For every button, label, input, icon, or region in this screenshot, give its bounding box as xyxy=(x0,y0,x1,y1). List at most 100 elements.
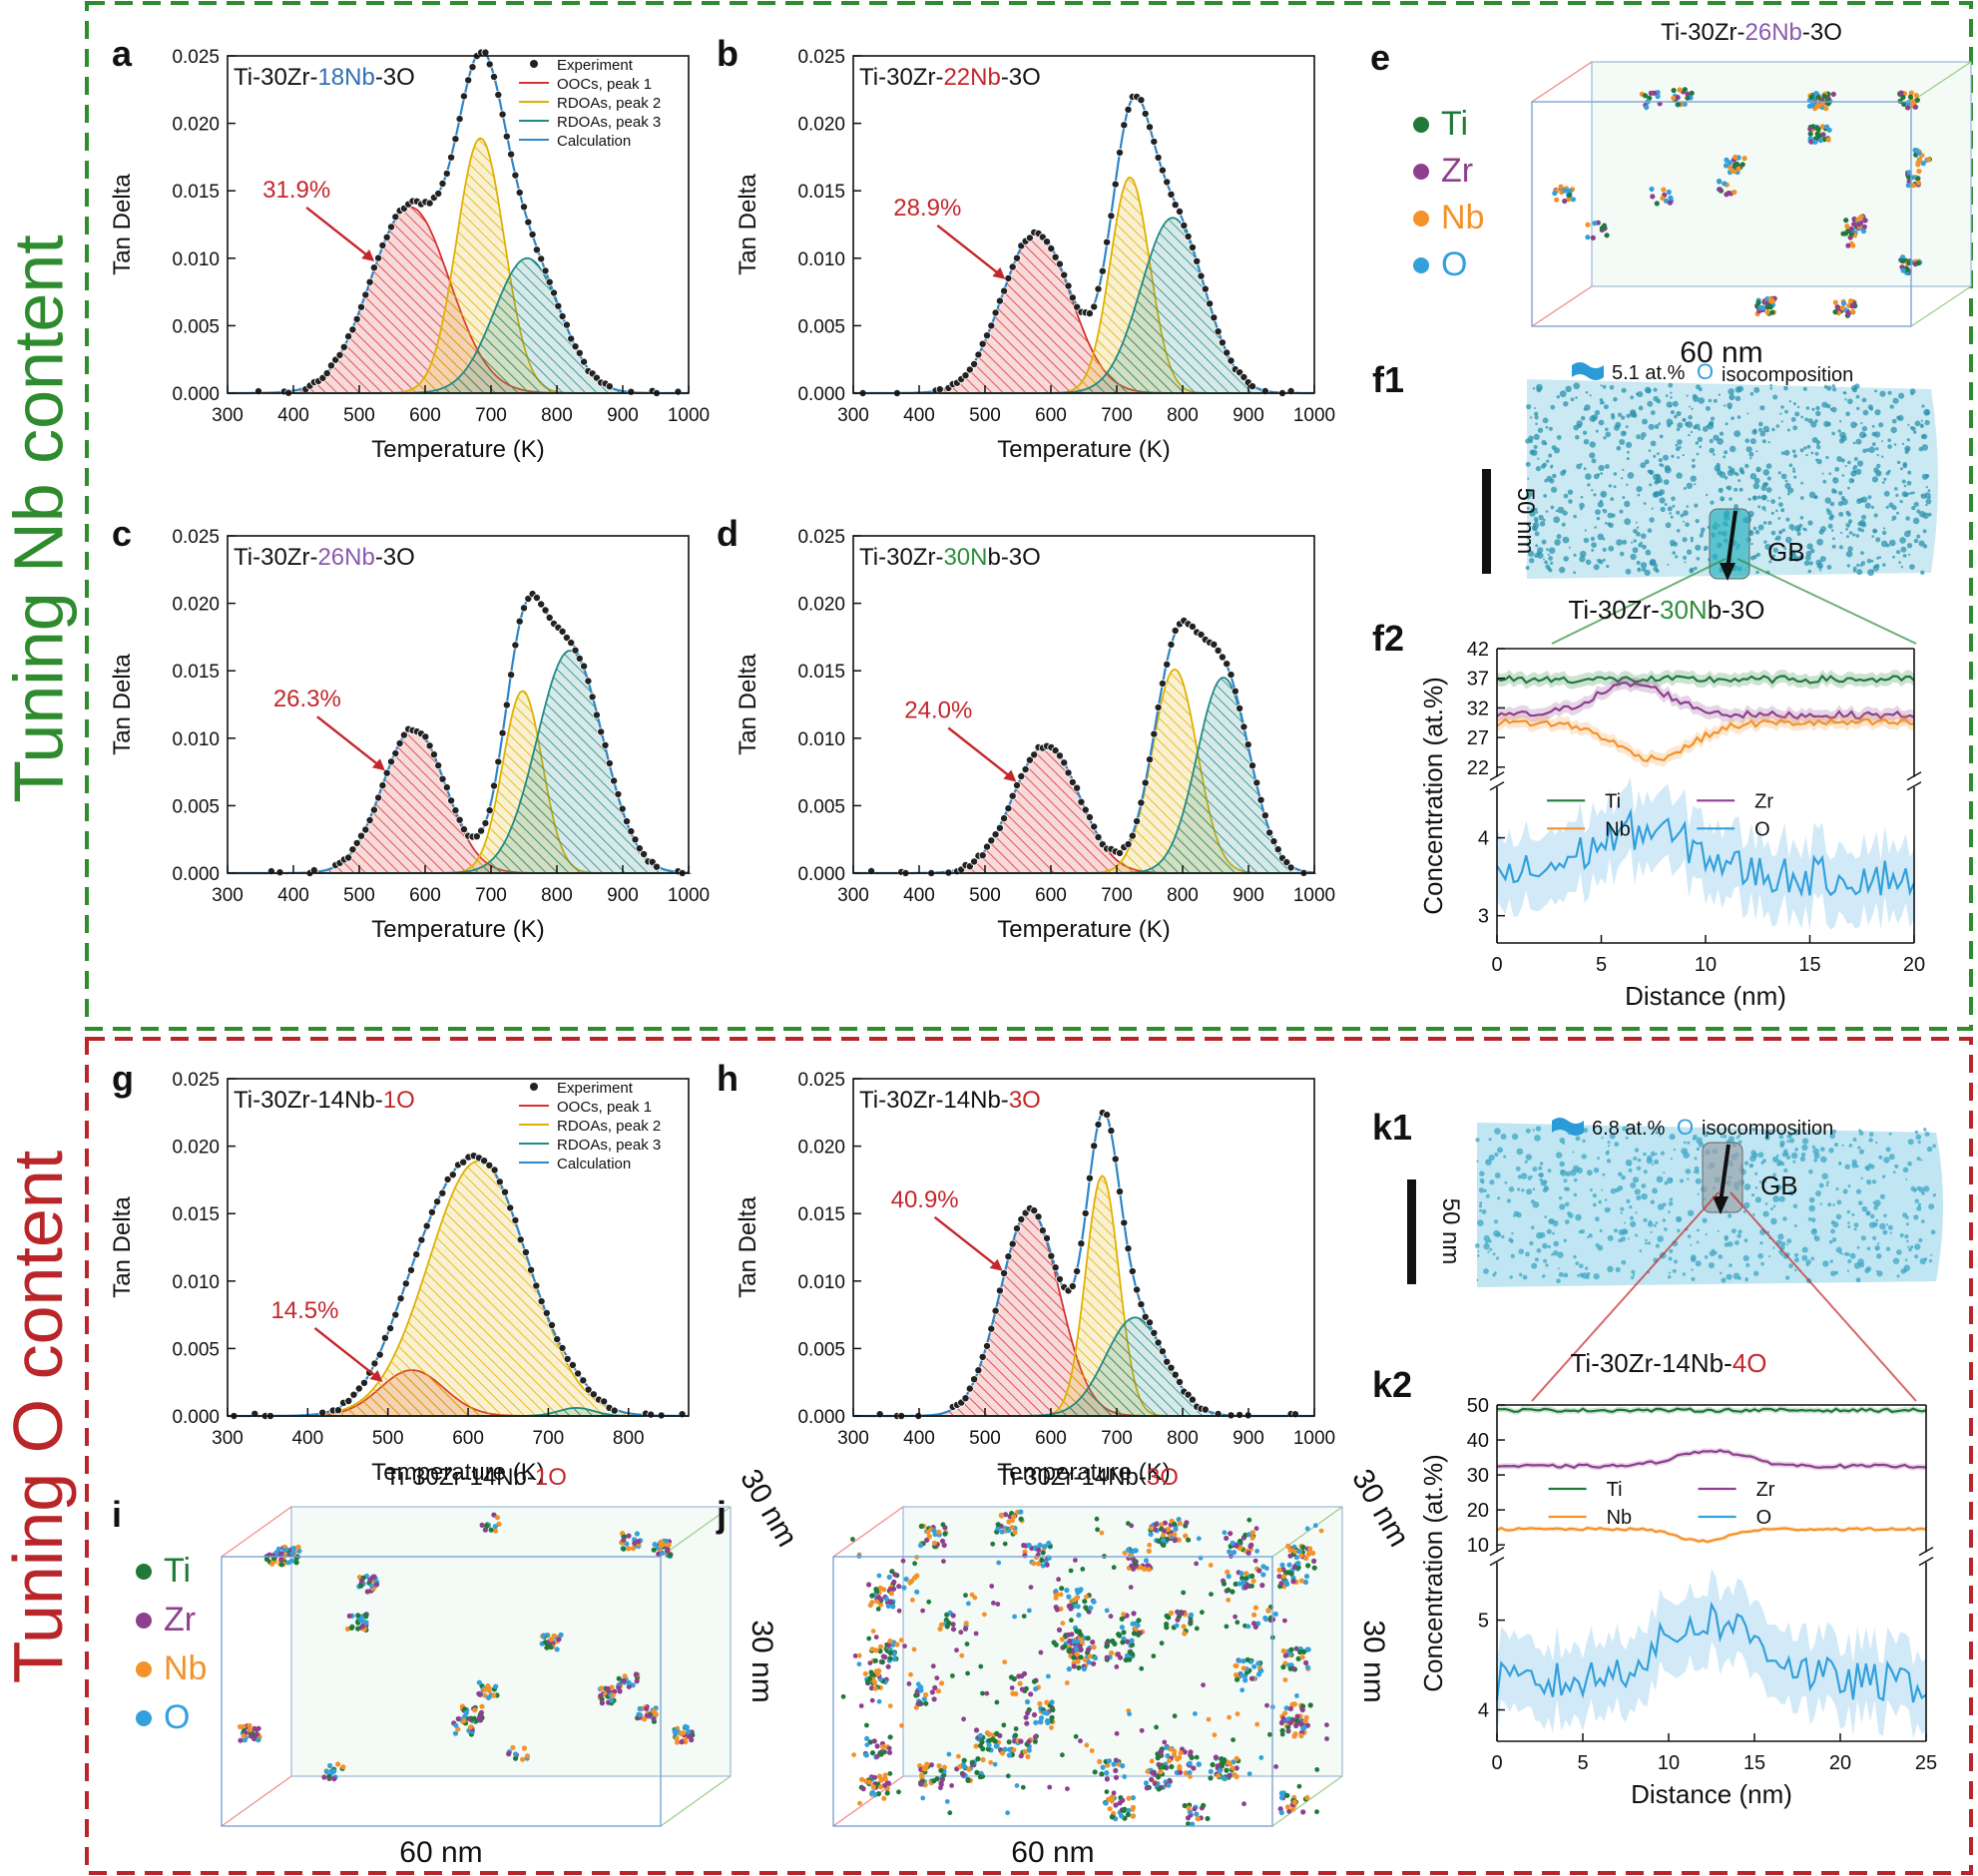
iso-surface xyxy=(1769,386,1773,390)
iso-surface xyxy=(1879,1193,1885,1199)
iso-surface xyxy=(1533,522,1540,529)
apt-atom xyxy=(892,1572,898,1578)
apt-atom xyxy=(1291,1564,1297,1570)
iso-surface xyxy=(1750,542,1753,546)
apt-atom xyxy=(1905,183,1911,189)
iso-surface xyxy=(1698,428,1702,431)
iso-surface xyxy=(1685,522,1690,528)
iso-surface xyxy=(1909,564,1915,570)
iso-surface xyxy=(1564,1219,1570,1224)
apt-atom xyxy=(1018,1738,1024,1744)
experiment-point xyxy=(515,617,524,626)
iso-surface xyxy=(1667,563,1670,566)
experiment-point xyxy=(575,654,584,663)
iso-surface xyxy=(1620,430,1627,437)
experiment-point xyxy=(1008,262,1017,271)
iso-surface xyxy=(1786,1134,1792,1140)
iso-surface xyxy=(1717,1229,1720,1232)
iso-surface xyxy=(1822,1260,1829,1267)
x-tick-label: 900 xyxy=(607,885,639,906)
iso-surface xyxy=(1655,1221,1659,1224)
iso-surface xyxy=(1759,430,1766,437)
apt-atom xyxy=(1026,1747,1032,1753)
apt-atom xyxy=(1021,1670,1028,1676)
iso-surface xyxy=(1853,457,1858,461)
iso-surface xyxy=(1875,447,1879,451)
iso-surface xyxy=(1904,445,1911,452)
experiment-point xyxy=(562,634,571,643)
iso-surface xyxy=(1792,467,1795,471)
iso-surface xyxy=(1819,565,1823,569)
iso-surface xyxy=(1538,1166,1543,1171)
iso-surface xyxy=(1868,1221,1876,1228)
experiment-point xyxy=(382,768,391,777)
iso-surface xyxy=(1575,396,1578,399)
iso-surface xyxy=(1645,1241,1648,1245)
iso-surface xyxy=(1928,1259,1933,1263)
apt-atom xyxy=(635,1539,642,1545)
apt-atom xyxy=(678,1730,684,1736)
iso-surface xyxy=(1805,453,1808,457)
iso-surface xyxy=(1697,1192,1700,1195)
apt-atom xyxy=(1293,1555,1299,1561)
experiment-point xyxy=(348,325,357,334)
apt-atom xyxy=(1184,1520,1190,1526)
x-tick-label: 900 xyxy=(1233,885,1264,906)
apt-atom xyxy=(1294,1693,1299,1698)
apt-atom xyxy=(1135,1623,1141,1629)
peak-2-area xyxy=(228,1160,689,1417)
experiment-point xyxy=(527,1265,536,1274)
apt-atom xyxy=(1012,1614,1017,1620)
apt-atom xyxy=(867,1603,873,1609)
apt-atom xyxy=(1599,226,1605,232)
experiment-point xyxy=(589,1390,598,1399)
experiment-point xyxy=(520,203,529,212)
apt-atom xyxy=(1733,161,1739,167)
experiment-point xyxy=(356,831,365,840)
x-tick-label: 500 xyxy=(969,885,1001,906)
iso-surface xyxy=(1572,1165,1580,1172)
apt-atom xyxy=(941,1559,946,1564)
apt-atom xyxy=(1212,1732,1218,1738)
iso-surface xyxy=(1887,444,1892,449)
experiment-point xyxy=(1081,805,1090,814)
iso-surface xyxy=(1892,555,1895,559)
apt-atom xyxy=(1238,1571,1244,1577)
iso-surface xyxy=(1625,568,1632,575)
iso-surface xyxy=(1622,539,1628,545)
apt-atom xyxy=(1066,1666,1072,1672)
iso-surface xyxy=(1819,556,1826,563)
apt-atom xyxy=(1825,137,1831,143)
iso-surface xyxy=(1900,546,1907,553)
apt-atom xyxy=(346,1613,352,1619)
experiment-point xyxy=(386,1324,395,1333)
apt-atom xyxy=(858,1703,864,1708)
iso-surface xyxy=(1641,1183,1647,1188)
apt-atom xyxy=(906,1681,912,1686)
apt-atom xyxy=(652,1542,658,1548)
iso-surface xyxy=(1495,1256,1500,1260)
apt-atom xyxy=(958,1630,964,1636)
iso-surface xyxy=(1830,529,1834,532)
apt-atom xyxy=(253,1731,259,1737)
iso-surface xyxy=(1532,1187,1536,1190)
nb-profile-line xyxy=(1496,717,1915,763)
experiment-point xyxy=(477,826,486,835)
apt-atom xyxy=(1850,308,1856,314)
experiment-point xyxy=(1282,858,1291,867)
iso-surface xyxy=(1793,1129,1800,1136)
experiment-point xyxy=(1154,1338,1163,1347)
experiment-point xyxy=(1055,751,1064,760)
apt-atom xyxy=(1839,305,1845,311)
iso-surface xyxy=(1723,1135,1728,1139)
iso-surface xyxy=(1694,566,1698,571)
iso-surface xyxy=(1805,1262,1809,1266)
iso-surface xyxy=(1492,1252,1496,1256)
experiment-point xyxy=(374,253,383,262)
iso-surface xyxy=(1854,383,1860,389)
x-tick-label: 700 xyxy=(475,885,507,906)
apt-atom xyxy=(683,1723,689,1729)
iso-surface xyxy=(1766,476,1771,481)
iso-surface xyxy=(1615,421,1622,428)
y-tick-label: 0.010 xyxy=(172,729,220,750)
